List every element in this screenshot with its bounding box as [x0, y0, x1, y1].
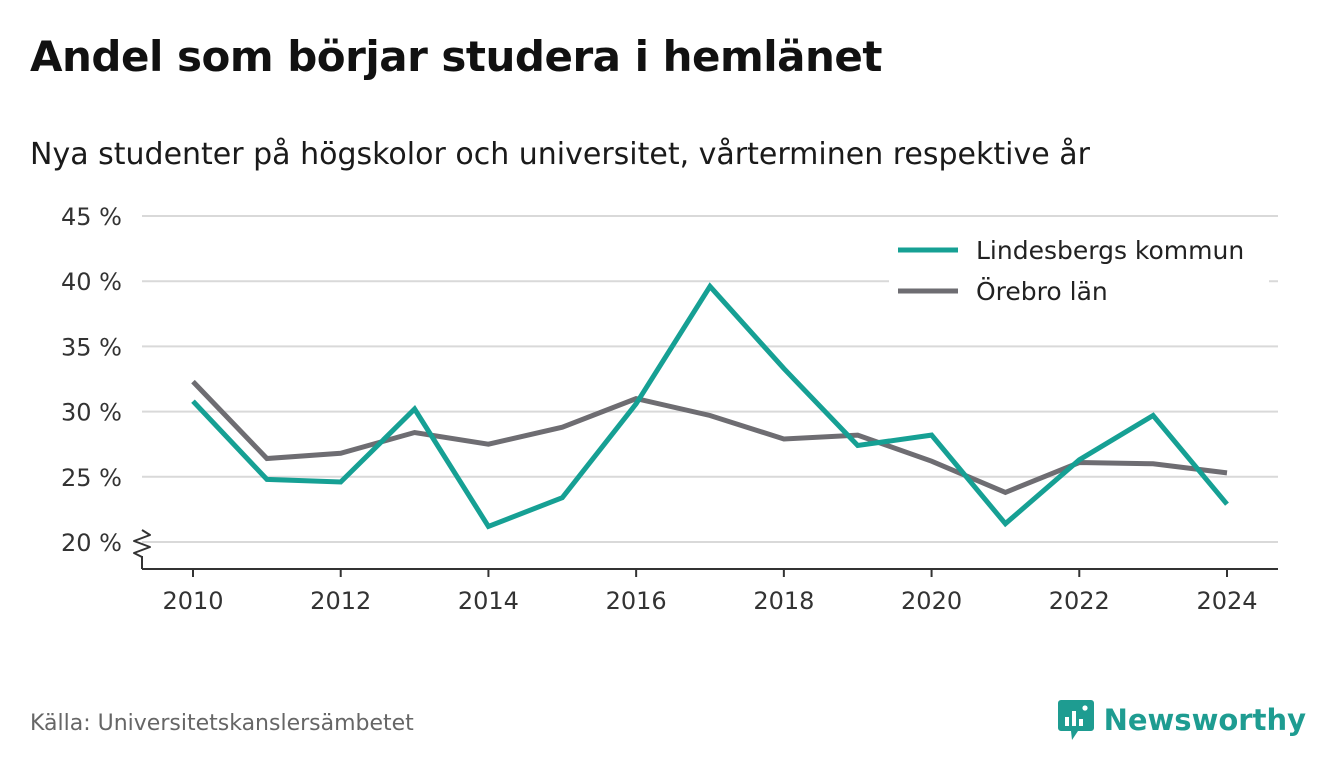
newsworthy-logo-icon	[1057, 700, 1094, 740]
chart-title: Andel som börjar studera i hemlänet	[30, 32, 883, 81]
chart-subtitle: Nya studenter på högskolor och universit…	[30, 137, 1090, 172]
legend-label: Lindesbergs kommun	[976, 236, 1244, 265]
x-tick-label: 2020	[901, 587, 962, 615]
x-tick-label: 2024	[1196, 587, 1257, 615]
x-tick-label: 2014	[458, 587, 519, 615]
y-tick-label: 20 %	[61, 529, 122, 557]
series-lines	[191, 282, 1229, 530]
x-tick-label: 2016	[606, 587, 667, 615]
gridlines	[142, 215, 1278, 543]
source-note: Källa: Universitetskanslersämbetet	[30, 711, 414, 736]
legend-label: Örebro län	[976, 277, 1108, 306]
y-tick-label: 45 %	[61, 203, 122, 231]
x-tick-label: 2012	[310, 587, 371, 615]
brand-name: Newsworthy	[1103, 703, 1306, 737]
brand-logo[interactable]: Newsworthy	[1057, 697, 1306, 743]
axes: 20 % 25 % 30 % 35 % 40 % 45 % 2010 2012 2014 2016…	[61, 203, 1278, 615]
y-tick-label: 25 %	[61, 464, 122, 492]
y-tick-label: 35 %	[61, 333, 122, 361]
y-tick-label: 30 %	[61, 399, 122, 427]
y-tick-label: 40 %	[61, 268, 122, 296]
series-line-rebro-l-n	[191, 379, 1228, 496]
x-tick-label: 2018	[753, 587, 814, 615]
legend: Lindesbergs kommun Örebro län	[889, 226, 1269, 314]
series-line-lindesbergs-kommun	[191, 282, 1229, 530]
legend-background	[889, 226, 1269, 314]
axis-break-icon	[133, 529, 151, 558]
x-tick-label: 2010	[162, 587, 223, 615]
x-tick-label: 2022	[1049, 587, 1110, 615]
